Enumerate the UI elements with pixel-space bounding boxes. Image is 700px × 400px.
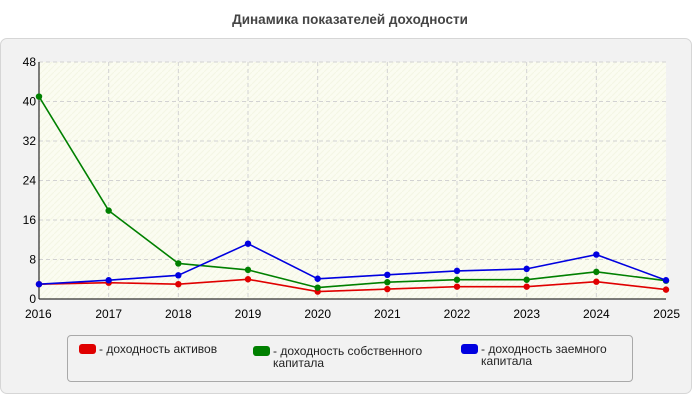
y-tick-label: 40 [23, 95, 37, 109]
axes [38, 62, 666, 300]
data-point-equity [175, 260, 182, 267]
data-point-equity [35, 93, 43, 100]
data-point-debt [244, 240, 252, 247]
data-point-equity [593, 268, 600, 276]
data-point-assets [662, 286, 670, 293]
legend: - доходность активов - доходность собстве… [67, 335, 633, 382]
grid-lines [39, 61, 666, 299]
data-point-debt [35, 280, 43, 288]
data-point-assets [593, 278, 600, 285]
series-line-equity [38, 96, 667, 289]
y-tick-label: 24 [23, 174, 37, 188]
data-point-equity [244, 266, 252, 274]
x-tick-label: 2022 [444, 307, 471, 321]
data-point-equity [314, 284, 321, 291]
data-point-equity [453, 276, 461, 283]
data-point-debt [105, 277, 112, 284]
x-tick-label: 2020 [304, 307, 331, 321]
y-tick-label: 16 [23, 213, 37, 227]
x-tick-label: 2021 [374, 307, 401, 321]
data-point-assets [523, 283, 530, 290]
legend-label-equity: - доходность собственного капитала [273, 344, 423, 370]
data-points [35, 93, 670, 295]
data-point-assets [175, 280, 182, 288]
data-point-debt [662, 277, 670, 284]
legend-label-assets: - доходность активов [99, 342, 218, 356]
x-tick-label: 2019 [235, 307, 262, 321]
data-point-debt [453, 267, 461, 275]
x-tick-label: 2018 [165, 307, 192, 321]
y-tick-label: 0 [29, 292, 36, 306]
legend-item-equity: - доходность собственного капитала [253, 345, 422, 369]
y-tick-label: 8 [29, 253, 36, 267]
data-point-equity [523, 276, 530, 283]
series-lines [38, 96, 667, 293]
data-point-assets [384, 285, 391, 293]
series-line-debt [38, 242, 667, 285]
chart-title: Динамика показателей доходности [232, 12, 468, 27]
x-tick-label: 2023 [513, 307, 540, 321]
data-point-equity [105, 207, 112, 214]
y-tick-label: 48 [23, 55, 37, 69]
data-point-debt [314, 275, 321, 282]
tick-labels: 0 8 16 24 32 40 48 2016 2017 2018 2019 2020 2021 2022… [23, 55, 681, 321]
x-tick-label: 2024 [583, 307, 610, 321]
legend-item-debt: - доходность заемного капитала [461, 343, 607, 367]
x-tick-label: 2025 [653, 307, 680, 321]
legend-swatch-equity [253, 346, 270, 356]
x-tick-label: 2016 [25, 307, 52, 321]
data-point-assets [244, 276, 252, 283]
data-point-debt [384, 271, 391, 279]
legend-item-assets: - доходность активов [79, 343, 217, 355]
legend-label-debt: - доходность заемного капитала [481, 342, 607, 368]
series-line-assets [38, 278, 667, 293]
legend-swatch-debt [461, 344, 478, 354]
data-point-debt [593, 251, 600, 258]
data-point-debt [175, 272, 182, 279]
data-point-equity [384, 279, 391, 286]
data-point-assets [453, 283, 461, 290]
legend-swatch-assets [79, 344, 96, 354]
x-tick-label: 2017 [95, 307, 122, 321]
plot-area [39, 62, 666, 299]
y-tick-label: 32 [23, 134, 37, 148]
data-point-debt [523, 265, 530, 273]
